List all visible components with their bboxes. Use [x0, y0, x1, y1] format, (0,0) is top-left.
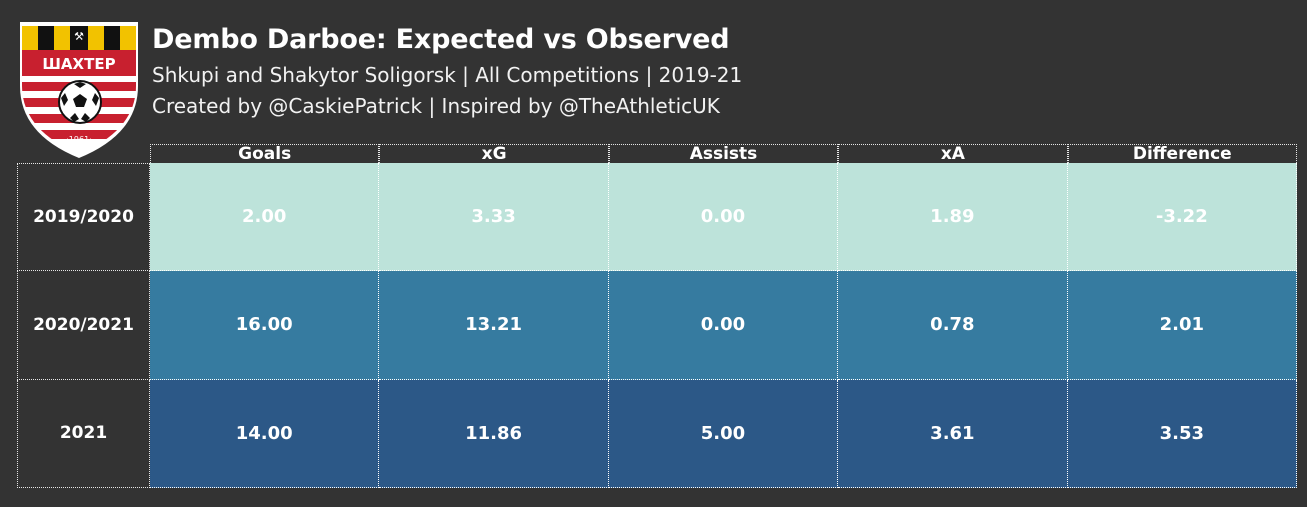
chart-credit: Created by @CaskiePatrick | Inspired by …: [152, 94, 720, 118]
club-crest-logo: ⚒ ШАХТЕР ·1961·: [20, 22, 138, 158]
header: Dembo Darboe: Expected vs Observed Shkup…: [152, 20, 742, 122]
column-header: xA: [838, 144, 1068, 164]
table-cell: 5.00: [608, 379, 839, 488]
table-cell: 3.53: [1067, 379, 1297, 488]
column-header: xG: [379, 144, 609, 164]
crest-wordmark: ШАХТЕР: [42, 55, 115, 73]
table-cell: -3.22: [1067, 163, 1297, 272]
table-cell: 3.61: [838, 379, 1068, 488]
column-header: Difference: [1067, 144, 1297, 164]
table-cell: 16.00: [150, 271, 380, 380]
table-cell: 0.00: [608, 163, 839, 272]
stats-table: Goals xG Assists xA Difference 2019/2020 2.00 3…: [17, 144, 1297, 488]
crest-year: ·1961·: [66, 135, 91, 144]
column-header: Goals: [150, 144, 380, 164]
column-header: Assists: [608, 144, 839, 164]
row-header: 2020/2021: [17, 271, 150, 380]
table-cell: 0.00: [608, 271, 839, 380]
row-header: 2021: [17, 379, 150, 488]
chart-title: Dembo Darboe: Expected vs Observed: [152, 24, 730, 55]
table-cell: 2.00: [150, 163, 380, 272]
chart-subtitle: Shkupi and Shakytor Soligorsk | All Comp…: [152, 63, 743, 87]
table-cell: 14.00: [150, 379, 380, 488]
row-header: 2019/2020: [17, 163, 150, 272]
football-icon: [58, 80, 102, 124]
table-cell: 3.33: [379, 163, 609, 272]
table-cell: 11.86: [379, 379, 609, 488]
table-cell: 0.78: [838, 271, 1068, 380]
svg-text:⚒: ⚒: [74, 30, 84, 43]
table-cell: 13.21: [379, 271, 609, 380]
table-cell: 2.01: [1067, 271, 1297, 380]
table-cell: 1.89: [838, 163, 1068, 272]
